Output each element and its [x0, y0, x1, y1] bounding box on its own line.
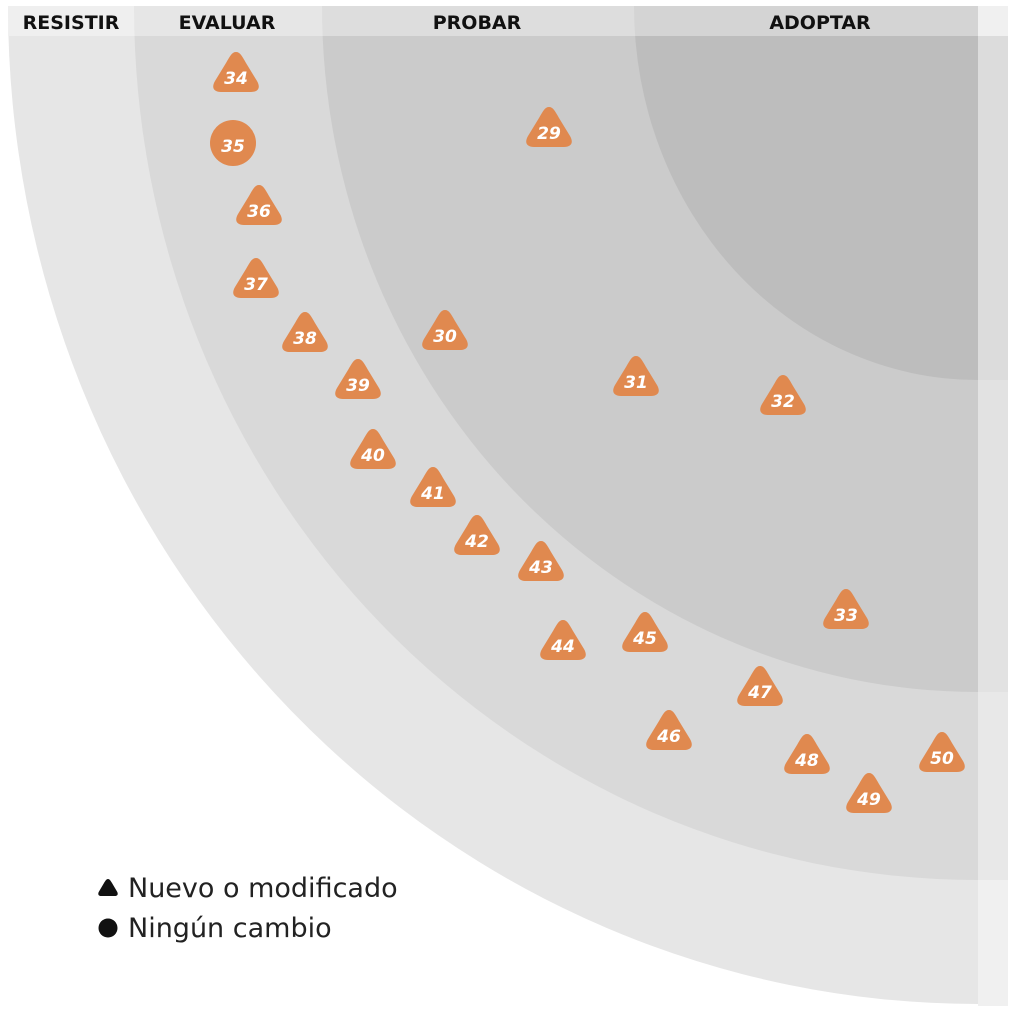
ring-header-overlay [8, 6, 978, 36]
legend: Nuevo o modificado Ningún cambio [96, 868, 398, 948]
blip-number: 48 [794, 751, 819, 771]
blip-44[interactable]: 44 [540, 620, 586, 660]
blip-number: 29 [537, 124, 561, 144]
blip-number: 41 [420, 484, 445, 504]
blip-43[interactable]: 43 [518, 541, 564, 581]
blip-number: 34 [224, 69, 248, 89]
blip-31[interactable]: 31 [613, 356, 659, 396]
blip-39[interactable]: 39 [335, 359, 381, 399]
blip-38[interactable]: 38 [282, 312, 328, 352]
blip-number: 39 [346, 376, 370, 396]
blip-number: 31 [624, 373, 648, 393]
blip-triangle-shape [236, 185, 282, 225]
blip-triangle-shape [784, 734, 830, 774]
ring-label-probar: PROBAR [433, 12, 522, 34]
side-strip-adoptar [978, 36, 1008, 380]
blip-triangle-shape [422, 310, 468, 350]
blip-42[interactable]: 42 [454, 515, 500, 555]
blips-layer: 34 35 36 37 38 39 40 41 42 43 44 45 46 47 48 49 50 29 30 31… [210, 52, 965, 813]
blip-circle-shape [210, 120, 256, 166]
blip-30[interactable]: 30 [422, 310, 468, 350]
blip-triangle-shape [518, 541, 564, 581]
blip-number: 37 [244, 275, 268, 295]
blip-number: 45 [632, 629, 657, 649]
ring-label-evaluar: EVALUAR [179, 12, 276, 34]
blip-29[interactable]: 29 [526, 107, 572, 147]
blip-triangle-shape [410, 467, 456, 507]
blip-number: 47 [747, 683, 772, 703]
blip-35[interactable]: 35 [210, 120, 256, 166]
blip-triangle-shape [823, 589, 869, 629]
blip-triangle-shape [282, 312, 328, 352]
blip-37[interactable]: 37 [233, 258, 279, 298]
blip-36[interactable]: 36 [236, 185, 282, 225]
ring-label-resistir: RESISTIR [23, 12, 120, 34]
blip-40[interactable]: 40 [350, 429, 396, 469]
blip-49[interactable]: 49 [846, 773, 892, 813]
blip-triangle-shape [646, 710, 692, 750]
blip-triangle-shape [454, 515, 500, 555]
blip-triangle-shape [760, 375, 806, 415]
side-strip-probar [978, 380, 1008, 692]
blip-47[interactable]: 47 [737, 666, 783, 706]
blip-number: 38 [293, 329, 317, 349]
blip-triangle-shape [919, 732, 965, 772]
blip-number: 36 [247, 202, 271, 222]
blip-triangle-shape [350, 429, 396, 469]
blip-number: 46 [656, 727, 681, 747]
blip-41[interactable]: 41 [410, 467, 456, 507]
circle-icon [98, 918, 118, 938]
blip-number: 42 [464, 532, 489, 552]
blip-triangle-shape [846, 773, 892, 813]
blip-number: 44 [550, 637, 575, 657]
blip-48[interactable]: 48 [784, 734, 830, 774]
blip-triangle-shape [737, 666, 783, 706]
blip-triangle-shape [540, 620, 586, 660]
legend-new-or-changed: Nuevo o modificado [96, 868, 398, 908]
blip-triangle-shape [233, 258, 279, 298]
blip-50[interactable]: 50 [919, 732, 965, 772]
blip-45[interactable]: 45 [622, 612, 668, 652]
side-strip-evaluar [978, 692, 1008, 880]
blip-34[interactable]: 34 [213, 52, 259, 92]
blip-33[interactable]: 33 [823, 589, 869, 629]
blip-number: 32 [771, 392, 795, 412]
blip-number: 33 [834, 606, 858, 626]
legend-new-or-changed-label: Nuevo o modificado [128, 872, 398, 904]
blip-number: 40 [360, 446, 385, 466]
ring-adoptar [634, 6, 978, 380]
legend-no-change: Ningún cambio [96, 908, 398, 948]
blip-triangle-shape [622, 612, 668, 652]
blip-32[interactable]: 32 [760, 375, 806, 415]
legend-no-change-label: Ningún cambio [128, 912, 332, 944]
blip-number: 43 [528, 558, 553, 578]
blip-number: 30 [433, 327, 457, 347]
blip-46[interactable]: 46 [646, 710, 692, 750]
blip-triangle-shape [526, 107, 572, 147]
blip-number: 50 [930, 749, 954, 769]
ring-label-adoptar: ADOPTAR [769, 12, 871, 34]
blip-triangle-shape [613, 356, 659, 396]
blip-number: 49 [856, 790, 881, 810]
triangle-icon [98, 879, 118, 896]
blip-triangle-shape [213, 52, 259, 92]
blip-number: 35 [221, 137, 245, 157]
blip-triangle-shape [335, 359, 381, 399]
